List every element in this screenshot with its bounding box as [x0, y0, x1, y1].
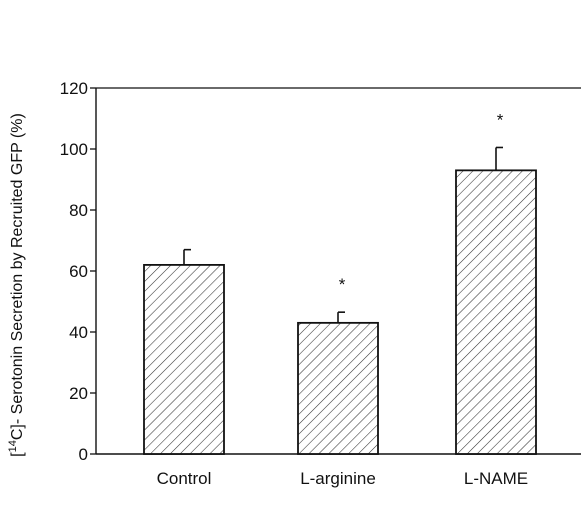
y-axis-label-rest: C]- Serotonin Secretion by Recruited GFP… — [9, 113, 26, 440]
y-axis-label-superscript: 14 — [7, 440, 19, 452]
y-tick-label: 40 — [69, 323, 88, 342]
y-tick-label: 100 — [60, 140, 88, 159]
x-category-label: Control — [157, 469, 212, 488]
y-axis-label-open: [ — [9, 452, 26, 457]
bar-l-arginine — [297, 321, 379, 455]
significance-marker: * — [497, 110, 504, 129]
y-tick-label: 20 — [69, 384, 88, 403]
y-ticks: 0 20 40 60 80 100 120 — [60, 79, 96, 464]
y-tick-label: 80 — [69, 201, 88, 220]
significance-marker: * — [339, 275, 346, 294]
x-category-labels: Control L-arginine L-NAME — [157, 469, 529, 488]
bar-l-name — [455, 169, 537, 455]
x-category-label: L-NAME — [464, 469, 528, 488]
y-tick-label: 0 — [79, 445, 88, 464]
y-axis-label: [14C]- Serotonin Secretion by Recruited … — [7, 113, 26, 457]
y-tick-label: 60 — [69, 262, 88, 281]
svg-text:[14C]- Serotonin Secretion by: [14C]- Serotonin Secretion by Recruited … — [7, 113, 26, 457]
significance-markers: ** — [339, 110, 504, 294]
y-tick-label: 120 — [60, 79, 88, 98]
bar-control — [143, 263, 225, 455]
x-category-label: L-arginine — [300, 469, 376, 488]
error-bars — [183, 146, 503, 323]
